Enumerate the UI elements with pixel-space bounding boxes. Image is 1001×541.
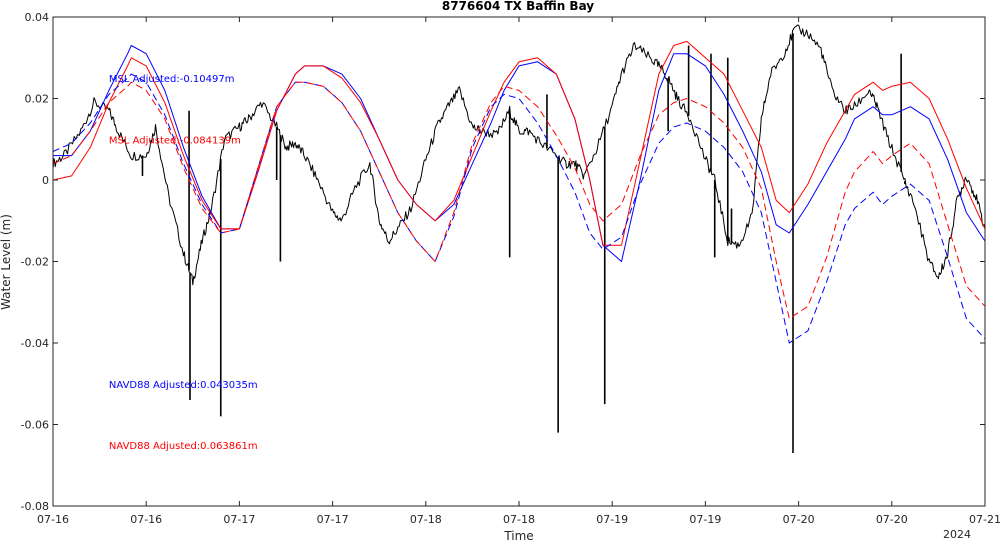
x-tick-label: 07-18 bbox=[410, 513, 442, 526]
x-axis-year-label: 2024 bbox=[943, 528, 971, 541]
x-tick-label: 07-21 bbox=[969, 513, 1001, 526]
x-tick-label: 07-20 bbox=[783, 513, 815, 526]
x-tick-label: 07-16 bbox=[130, 513, 162, 526]
x-axis-label: Time bbox=[503, 529, 533, 541]
y-tick-label: 0.04 bbox=[25, 11, 50, 24]
y-tick-label: -0.06 bbox=[21, 419, 49, 432]
x-tick-label: 07-20 bbox=[876, 513, 908, 526]
y-tick-label: -0.02 bbox=[21, 256, 49, 269]
chart-title: 8776604 TX Baffin Bay bbox=[442, 0, 594, 13]
datum-annotation: MSL Adjusted:-0.10497m bbox=[109, 74, 235, 85]
datum-annotation: NAVD88 Adjusted:0.043035m bbox=[109, 380, 258, 391]
x-tick-label: 07-19 bbox=[596, 513, 628, 526]
y-tick-label: 0 bbox=[42, 174, 49, 187]
y-tick-label: 0.02 bbox=[25, 93, 50, 106]
x-tick-label: 07-17 bbox=[317, 513, 349, 526]
y-tick-label: -0.08 bbox=[21, 500, 49, 513]
datum-annotation: MSL Adjusted:-0.084139m bbox=[109, 135, 241, 146]
y-tick-label: -0.04 bbox=[21, 337, 49, 350]
x-tick-label: 07-19 bbox=[689, 513, 721, 526]
datum-annotation: NAVD88 Adjusted:0.063861m bbox=[109, 441, 258, 452]
x-tick-label: 07-17 bbox=[223, 513, 255, 526]
x-tick-label: 07-16 bbox=[37, 513, 69, 526]
x-tick-label: 07-18 bbox=[503, 513, 535, 526]
y-axis-label: Water Level (m) bbox=[0, 214, 13, 310]
